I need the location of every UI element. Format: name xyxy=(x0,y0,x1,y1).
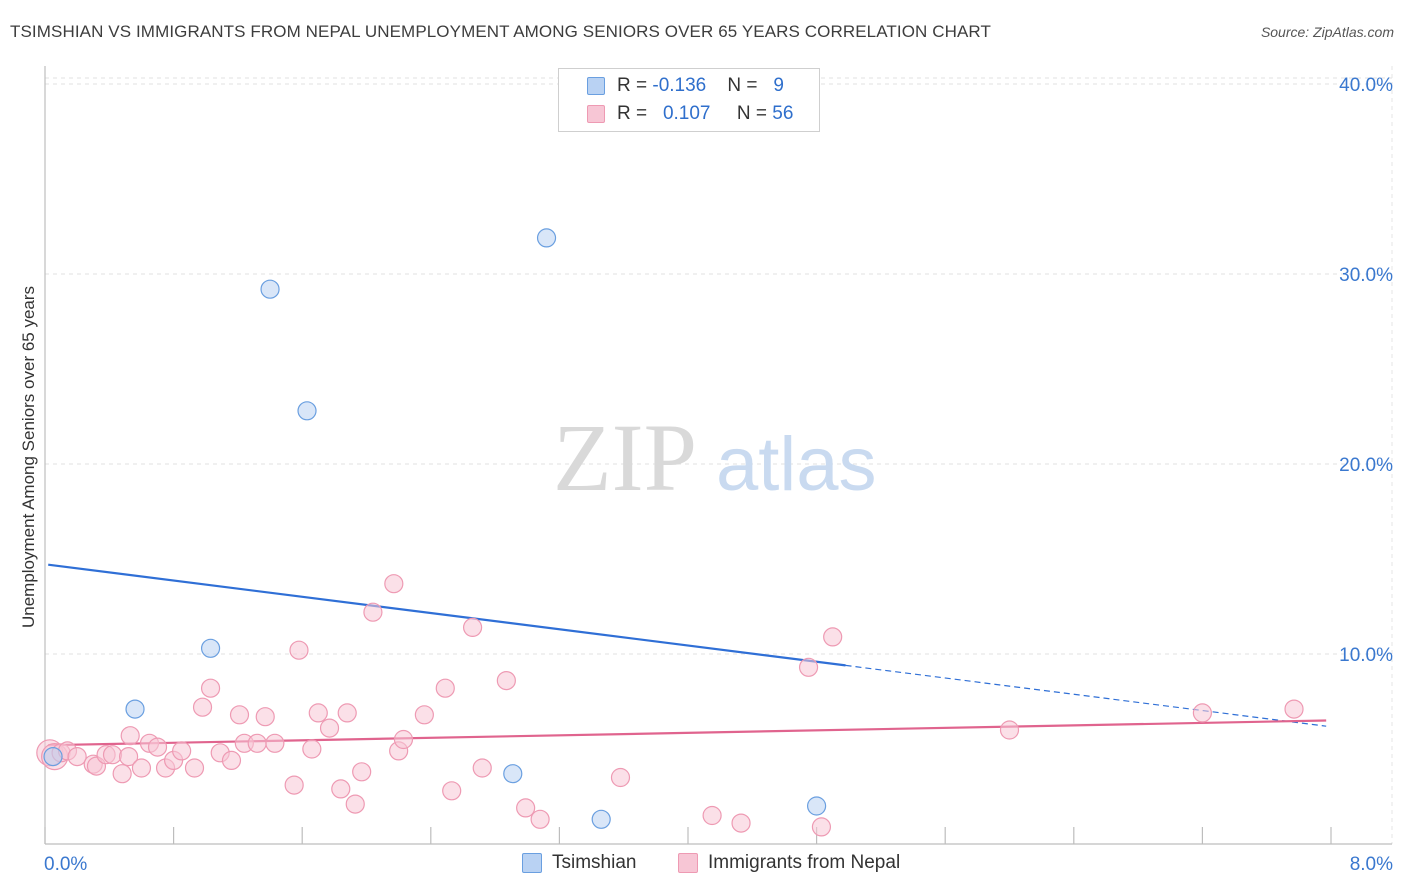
tsimshian-swatch xyxy=(587,77,605,95)
nepal-point xyxy=(393,729,414,750)
watermark-atlas: atlas xyxy=(716,422,877,507)
x-tick-label-max: 8.0% xyxy=(1350,854,1393,875)
nepal-point xyxy=(496,670,516,691)
nepal-point xyxy=(331,779,351,799)
nepal-point xyxy=(255,707,275,727)
nepal-point xyxy=(118,746,139,767)
watermark: ZIP atlas xyxy=(553,404,877,511)
nepal-point xyxy=(200,678,221,698)
bottom-legend-label-tsimshian: Tsimshian xyxy=(552,852,637,873)
tsimshian-point xyxy=(260,279,280,299)
nepal-point xyxy=(352,762,372,782)
bottom-swatch-tsimshian xyxy=(522,853,542,873)
y-axis-label: Unemployment Among Seniors over 65 years xyxy=(19,286,38,628)
nepal-point xyxy=(289,640,309,660)
legend-text-nepal: R = 0.107 N = 56 xyxy=(617,103,794,124)
nepal-point xyxy=(384,574,404,594)
nepal-point xyxy=(363,602,383,622)
bottom-legend-nepal: Immigrants from Nepal xyxy=(678,852,900,874)
x-tick-label-min: 0.0% xyxy=(44,854,87,875)
nepal-point xyxy=(284,775,304,795)
nepal-point xyxy=(247,733,267,753)
tsimshian-point xyxy=(503,764,523,784)
nepal-point xyxy=(610,767,631,788)
bottom-swatch-nepal xyxy=(678,853,698,873)
nepal-point xyxy=(102,745,123,765)
nepal-point xyxy=(302,739,322,759)
grid-layer xyxy=(45,66,1393,844)
bottom-legend-label-nepal: Immigrants from Nepal xyxy=(708,852,901,873)
chart-title: TSIMSHIAN VS IMMIGRANTS FROM NEPAL UNEMP… xyxy=(10,22,991,41)
nepal-point xyxy=(120,726,140,746)
tsimshian-point xyxy=(806,796,827,816)
nepal-point xyxy=(112,764,132,784)
y-tick-label: 30.0% xyxy=(1339,265,1393,286)
nepal-point xyxy=(798,657,819,677)
bottom-legend-tsimshian: Tsimshian xyxy=(522,852,636,874)
legend-row-tsimshian: R = -0.136 N = 9 xyxy=(559,73,819,99)
tsimshian-point xyxy=(43,746,63,767)
nepal-point xyxy=(462,617,483,638)
nepal-point xyxy=(308,703,328,723)
tsimshian-point xyxy=(200,638,221,658)
nepal-point xyxy=(811,817,832,837)
nepal-point xyxy=(147,737,168,757)
tsimshian-trend-line xyxy=(48,563,846,667)
nepal-point xyxy=(229,705,250,725)
y-tick-label: 40.0% xyxy=(1339,75,1393,96)
nepal-point xyxy=(1284,699,1304,719)
tsimshian-point xyxy=(536,228,557,248)
nepal-point xyxy=(265,733,285,753)
nepal-point xyxy=(530,809,550,829)
source-label: Source: ZipAtlas.com xyxy=(1260,24,1394,40)
tick-label-layer: 10.0% 20.0% 30.0% 40.0% 0.0% 8.0% xyxy=(44,75,1393,875)
nepal-point xyxy=(221,750,242,771)
nepal-point xyxy=(702,805,722,826)
axis-layer xyxy=(44,66,1392,845)
nepal-point xyxy=(516,798,536,818)
nepal-point xyxy=(435,678,455,698)
nepal-point xyxy=(192,697,213,717)
legend-text-tsimshian: R = -0.136 N = 9 xyxy=(617,75,784,96)
nepal-point xyxy=(414,705,434,725)
tsimshian-trend-extension xyxy=(845,664,1327,727)
correlation-legend: R = -0.136 N = 9 R = 0.107 N = 56 xyxy=(558,68,820,132)
nepal-point xyxy=(1192,703,1213,723)
nepal-point xyxy=(731,813,751,833)
legend-row-nepal: R = 0.107 N = 56 xyxy=(559,101,819,127)
nepal-point xyxy=(172,741,192,761)
nepal-swatch xyxy=(587,105,605,123)
y-tick-label: 10.0% xyxy=(1339,645,1393,666)
nepal-point xyxy=(999,720,1020,740)
nepal-point xyxy=(823,627,843,647)
tsimshian-point xyxy=(591,809,611,829)
y-tick-label: 20.0% xyxy=(1339,455,1393,476)
nepal-point xyxy=(442,781,462,801)
nepal-point xyxy=(472,758,492,778)
nepal-point xyxy=(67,746,87,767)
tsimshian-point xyxy=(125,699,145,719)
nepal-point xyxy=(345,794,365,814)
watermark-zip: ZIP xyxy=(553,404,697,511)
nepal-point xyxy=(337,703,357,723)
tsimshian-point xyxy=(297,401,317,421)
points-layer xyxy=(36,228,1304,837)
nepal-point xyxy=(131,758,152,778)
nepal-point xyxy=(184,758,205,778)
nepal-point xyxy=(319,718,340,738)
